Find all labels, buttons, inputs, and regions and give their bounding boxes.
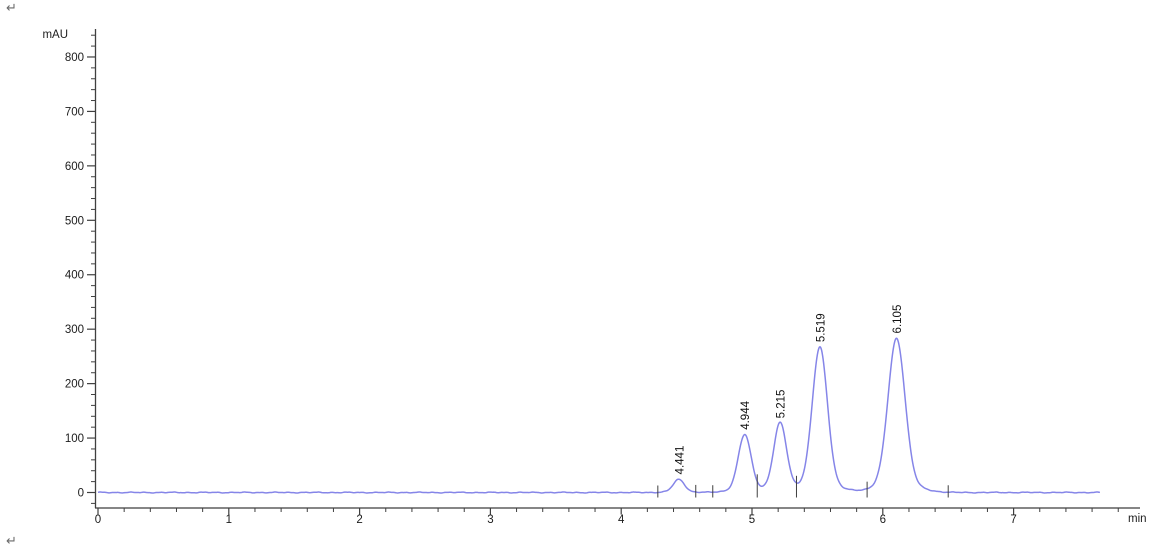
x-tick-label: 3 [487,514,493,526]
y-tick-label: 800 [65,52,84,64]
y-axis-tick-labels: 0 100 200 300 400 500 600 700 800 [65,52,84,500]
y-tick-label: 300 [65,324,84,336]
x-tick-label: 4 [618,514,625,526]
chromatogram-trace [97,337,1101,494]
x-tick-label: 5 [749,514,755,526]
y-tick-label: 600 [65,161,84,173]
y-tick-label: 200 [65,379,84,391]
peak-rt-label: 4.441 [674,446,686,475]
y-axis-unit-label: mAU [42,29,68,41]
x-tick-label: 1 [226,514,232,526]
x-tick-label: 2 [356,514,362,526]
paragraph-return-mark: ↵ [6,534,17,549]
y-tick-label: 700 [65,106,84,118]
peak-rt-label: 5.215 [776,390,788,419]
paragraph-return-mark: ↵ [6,1,17,16]
peak-rt-labels: 4.441 4.944 5.215 5.519 6.105 [674,305,904,475]
y-tick-label: 100 [65,433,84,445]
x-tick-label: 0 [95,514,101,526]
y-axis-ticks [87,34,96,504]
x-axis-tick-labels: 0 1 2 3 4 5 6 7 [95,514,1017,526]
y-tick-label: 400 [65,270,84,282]
x-tick-label: 7 [1010,514,1016,526]
x-axis-unit-label: min [1128,513,1147,525]
y-tick-label: 0 [78,488,84,500]
peak-rt-label: 5.519 [815,313,827,342]
x-tick-label: 6 [880,514,886,526]
y-tick-label: 500 [65,215,84,227]
peak-rt-label: 4.944 [740,400,752,429]
x-axis-ticks [97,508,1119,515]
peak-rt-label: 6.105 [892,305,904,334]
integration-marks [657,474,949,498]
